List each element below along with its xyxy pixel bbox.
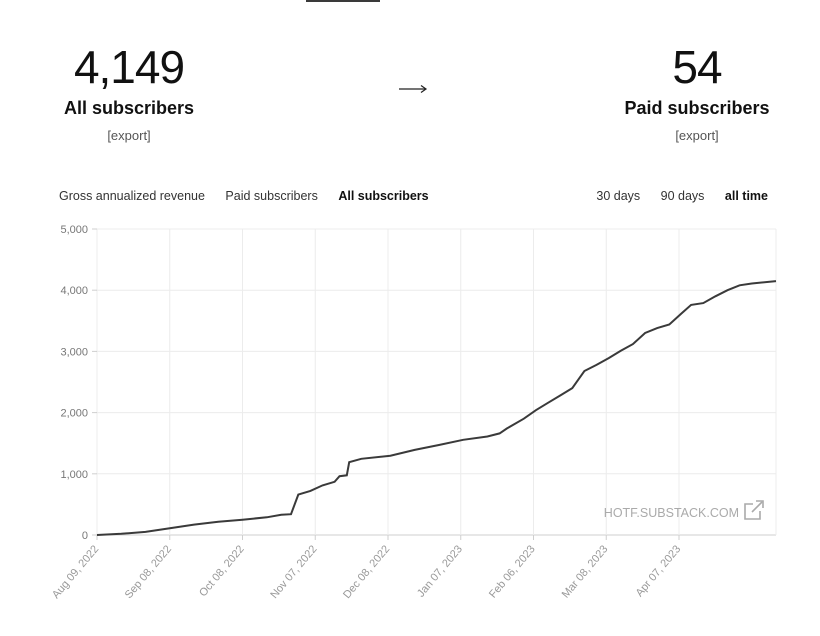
toggle-all-time[interactable]: all time [724, 189, 768, 203]
external-link-icon [744, 500, 764, 520]
paid-subscribers-count: 54 [672, 41, 722, 93]
toggle-gross-annualized-revenue[interactable]: Gross annualized revenue [59, 189, 205, 203]
all-subscribers-label: All subscribers [63, 98, 195, 118]
subscribers-line-chart: 0 1,000 2,000 3,000 4,000 5,000 Aug 09, 2022 S… [50, 224, 777, 601]
x-tick-label: Aug 09, 2022 [50, 543, 101, 601]
y-tick-label: 4,000 [60, 285, 88, 297]
all-subscribers-series-line [96, 280, 777, 536]
x-tick-label: Feb 06, 2023 [487, 543, 538, 600]
metric-toggle-group: Gross annualized revenue Paid subscriber… [59, 189, 446, 203]
all-subscribers-export-link[interactable]: [export] [107, 128, 151, 143]
range-toggle-group: 30 days 90 days all time [596, 189, 768, 203]
y-tick-label: 3,000 [60, 346, 88, 358]
chart-grid [96, 228, 777, 536]
toggle-all-subscribers[interactable]: All subscribers [338, 189, 429, 203]
x-tick-label: Apr 07, 2023 [634, 543, 684, 599]
x-axis: Aug 09, 2022 Sep 08, 2022 Oct 08, 2022 Nov … [50, 535, 683, 601]
y-tick-label: 2,000 [60, 408, 88, 420]
all-subscribers-stat: 4,149 All subscribers [export] [54, 42, 204, 143]
x-tick-label: Mar 08, 2023 [560, 543, 611, 600]
x-tick-label: Nov 07, 2022 [268, 543, 319, 601]
toggle-paid-subscribers[interactable]: Paid subscribers [225, 189, 318, 203]
y-tick-label: 0 [82, 530, 88, 542]
x-tick-label: Dec 08, 2022 [341, 543, 392, 601]
x-tick-label: Oct 08, 2022 [197, 543, 247, 599]
toggle-90-days[interactable]: 90 days [660, 189, 705, 203]
watermark-text: HOTF.SUBSTACK.COM [604, 506, 739, 520]
y-axis: 0 1,000 2,000 3,000 4,000 5,000 [60, 224, 97, 542]
paid-subscribers-stat: 54 Paid subscribers [export] [622, 42, 772, 143]
x-tick-label: Sep 08, 2022 [123, 543, 174, 601]
arrow-right-icon [399, 85, 428, 93]
x-tick-label: Jan 07, 2023 [415, 543, 465, 599]
y-tick-label: 1,000 [60, 469, 88, 481]
active-tab-indicator [306, 0, 380, 2]
watermark-link[interactable]: HOTF.SUBSTACK.COM [604, 500, 764, 520]
toggle-30-days[interactable]: 30 days [596, 189, 641, 203]
paid-subscribers-label: Paid subscribers [624, 98, 770, 118]
y-tick-label: 5,000 [60, 224, 88, 236]
all-subscribers-count: 4,149 [73, 41, 185, 93]
paid-subscribers-export-link[interactable]: [export] [675, 128, 719, 143]
